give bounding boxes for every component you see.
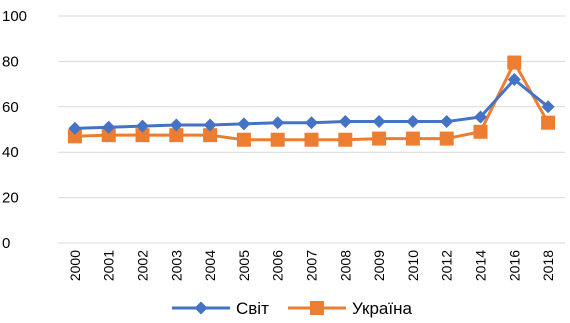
- data-point: [67, 129, 82, 144]
- data-point: [203, 128, 218, 143]
- y-tick-label: 80: [2, 53, 19, 70]
- legend-item: Україна: [288, 299, 412, 318]
- series-ukraina: [67, 55, 556, 147]
- data-point: [439, 131, 454, 146]
- x-tick-label: 2007: [304, 250, 320, 281]
- data-point: [270, 132, 285, 147]
- data-point: [101, 128, 116, 143]
- x-tick-label: 2016: [506, 250, 522, 281]
- y-tick-label: 60: [2, 99, 19, 116]
- data-point: [440, 115, 454, 129]
- data-point: [406, 115, 420, 129]
- data-point: [271, 116, 285, 130]
- data-point: [236, 132, 251, 147]
- x-tick-label: 2018: [540, 250, 556, 281]
- data-point: [473, 124, 488, 139]
- data-point: [541, 100, 555, 114]
- data-point: [102, 120, 116, 134]
- data-point: [304, 132, 319, 147]
- data-point: [338, 115, 352, 129]
- y-tick-label: 100: [2, 8, 27, 25]
- data-point: [474, 110, 487, 124]
- x-tick-label: 2006: [270, 250, 286, 281]
- series-layer: [67, 55, 556, 147]
- data-point: [237, 117, 251, 131]
- data-point: [405, 131, 420, 146]
- x-tick-label: 2004: [202, 250, 218, 281]
- data-point: [135, 128, 150, 143]
- y-axis-ticks: 0 20 40 60 80 100: [2, 8, 27, 252]
- legend-label: Світ: [236, 299, 269, 318]
- legend-marker: [194, 301, 208, 315]
- x-tick-label: 2003: [168, 250, 184, 281]
- data-point: [372, 131, 387, 146]
- x-tick-label: 2002: [135, 250, 151, 281]
- data-point: [203, 118, 217, 132]
- data-point: [338, 132, 353, 147]
- y-tick-label: 20: [2, 190, 19, 207]
- x-tick-label: 2001: [101, 250, 117, 281]
- data-point: [169, 118, 183, 132]
- gridlines: [58, 15, 565, 244]
- data-point: [541, 115, 556, 130]
- x-tick-label: 2010: [405, 250, 421, 281]
- x-axis-ticks: 2000 2001 2002 2003 2004 2005 2006 2007 2008 2009…: [67, 250, 556, 281]
- legend-label: Україна: [352, 299, 412, 318]
- y-tick-label: 40: [2, 144, 19, 161]
- legend-marker: [310, 301, 324, 315]
- data-point: [305, 116, 318, 130]
- x-tick-label: 2014: [473, 250, 489, 281]
- x-tick-label: 2000: [67, 250, 83, 281]
- data-point: [68, 121, 82, 135]
- series-svit: [68, 73, 555, 135]
- legend-item: Світ: [172, 299, 269, 318]
- data-point: [372, 115, 386, 129]
- y-tick-label: 0: [2, 235, 10, 252]
- data-point: [507, 73, 521, 87]
- data-point: [507, 55, 522, 70]
- x-tick-label: 2009: [371, 250, 387, 281]
- data-point: [136, 119, 149, 133]
- data-point: [169, 128, 184, 143]
- x-tick-label: 2005: [236, 250, 252, 281]
- x-tick-label: 2012: [439, 250, 455, 281]
- legend: Світ Україна: [172, 299, 412, 318]
- x-tick-label: 2008: [337, 250, 353, 281]
